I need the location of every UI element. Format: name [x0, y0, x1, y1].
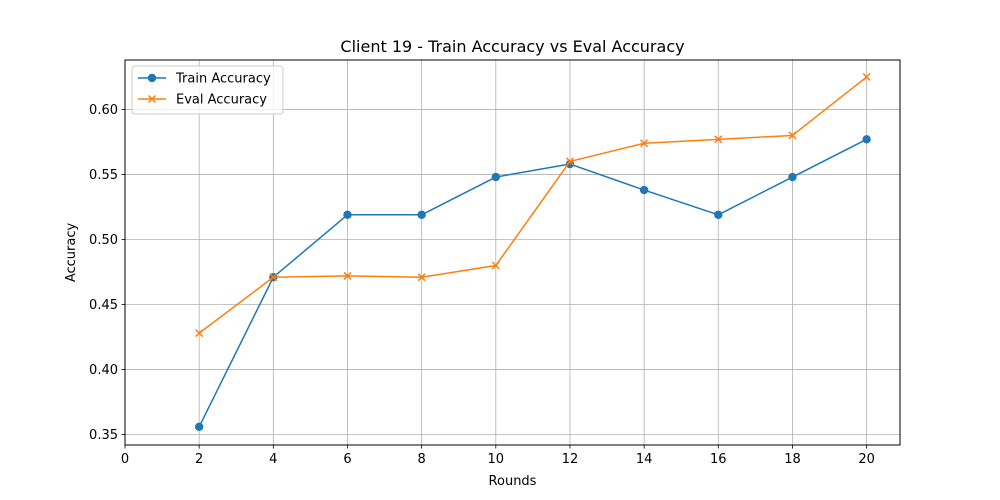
x-tick-label: 16 [710, 452, 727, 467]
data-point-eval [491, 261, 500, 270]
y-tick-label: 0.40 [89, 363, 118, 378]
x-axis-label: Rounds [489, 474, 537, 489]
y-tick-label: 0.60 [89, 103, 118, 118]
x-tick-label: 2 [195, 452, 203, 467]
series-layer [194, 72, 871, 431]
data-point-train [565, 159, 575, 169]
x-tick-label: 14 [636, 452, 653, 467]
data-point-train [194, 422, 204, 431]
y-tick-label: 0.45 [89, 298, 118, 313]
data-point-eval [714, 135, 723, 144]
series-line-train [198, 138, 867, 428]
y-tick-label: 0.35 [89, 428, 118, 443]
y-tick-label: 0.55 [89, 168, 118, 183]
y-axis-label: Accuracy [64, 223, 79, 283]
data-point-eval [565, 157, 575, 166]
data-point-eval [417, 273, 426, 282]
data-point-eval [640, 139, 649, 148]
y-tick-label: 0.50 [89, 233, 118, 248]
data-point-train [343, 210, 352, 219]
x-tick-label: 8 [418, 452, 426, 467]
x-tick-label: 6 [343, 452, 351, 467]
data-point-train [639, 185, 649, 195]
data-point-eval [788, 131, 797, 140]
legend-label-train: Train Accuracy [175, 72, 271, 87]
x-tick-label: 20 [858, 452, 875, 467]
data-point-eval [269, 273, 278, 282]
data-point-train [788, 172, 797, 182]
x-tick-label: 4 [269, 452, 277, 467]
legend-marker-train [147, 73, 157, 83]
x-tick-label: 12 [562, 452, 579, 467]
data-point-eval [862, 72, 871, 81]
chart-title: Client 19 - Train Accuracy vs Eval Accur… [340, 37, 684, 56]
legend-box [131, 65, 284, 115]
data-point-train [714, 210, 723, 219]
legend-label-eval: Eval Accuracy [176, 93, 267, 108]
legend: Train Accuracy Eval Accuracy [131, 65, 284, 115]
series-line-eval [198, 76, 868, 334]
x-tick-label: 18 [784, 452, 801, 467]
data-point-eval [343, 271, 352, 280]
grid [124, 60, 900, 445]
axis-ticks: 0 2 4 6 8 10 12 14 16 18 20 0.35 0.40 0.45 0.50 0.55 0.6… [89, 103, 875, 467]
data-point-train [417, 210, 426, 219]
legend-marker-eval [147, 94, 157, 104]
data-point-train [491, 172, 501, 182]
data-point-train [862, 135, 871, 144]
x-tick-label: 10 [488, 452, 505, 467]
data-point-eval [195, 329, 204, 338]
x-tick-label: 0 [121, 452, 129, 467]
plot-area-frame [124, 59, 901, 446]
